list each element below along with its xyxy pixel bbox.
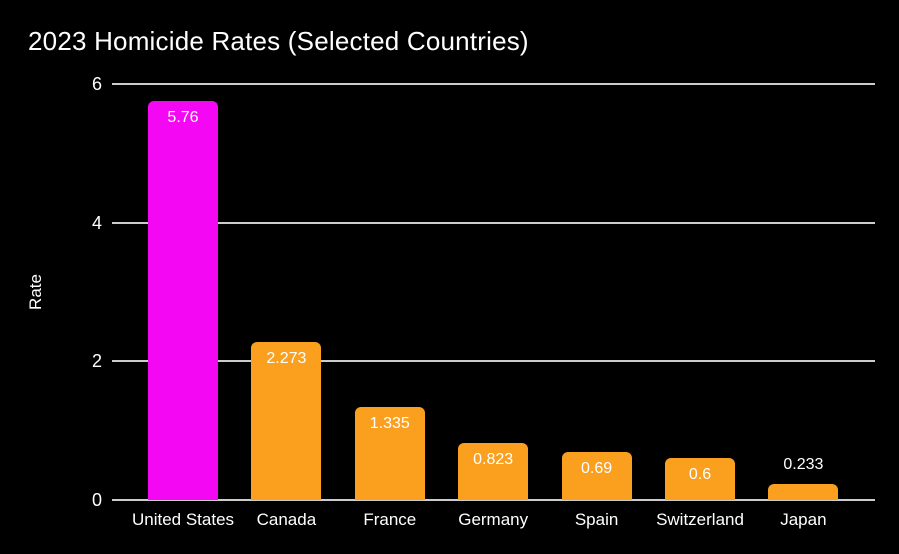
gridline-0 [112, 499, 875, 501]
bar-value-label-spain: 0.69 [581, 460, 613, 478]
bar-switzerland [665, 458, 735, 500]
bar-canada [251, 342, 322, 500]
y-tick-label-6: 6 [91, 74, 102, 94]
bar-value-label-germany: 0.823 [473, 450, 514, 468]
y-tick-label-0: 0 [91, 490, 102, 510]
y-tick-label-2: 2 [91, 351, 102, 372]
gridline-2 [112, 360, 875, 363]
bar-united-states [148, 100, 218, 500]
x-tick-label-japan: Japan [780, 510, 827, 529]
y-axis-label: Rate [26, 274, 45, 310]
bar-value-label-canada: 2.273 [266, 350, 307, 368]
gridline-6 [112, 83, 875, 85]
bar-spain [561, 452, 632, 500]
y-tick-label-4: 4 [91, 212, 102, 233]
bar-value-label-united-states: 5.76 [167, 108, 199, 126]
chart-title: 2023 Homicide Rates (Selected Countries) [28, 26, 529, 56]
bar-value-label-france: 1.335 [369, 415, 410, 433]
x-tick-label-canada: Canada [256, 510, 317, 529]
bar-germany [458, 442, 529, 500]
bar-value-label-switzerland: 0.6 [688, 466, 712, 484]
x-tick-label-france: France [363, 510, 417, 529]
plot-area: 0 2 4 6 5.76 2.273 1.335 0.823 0.69 0.6 0.233 Uni… [92, 74, 875, 529]
bar-japan [768, 483, 839, 500]
x-tick-label-switzerland: Switzerland [656, 510, 744, 529]
bar-france [354, 407, 425, 500]
x-tick-label-united-states: United States [131, 510, 235, 529]
bar-value-label-japan: 0.233 [783, 455, 824, 473]
x-tick-label-germany: Germany [458, 510, 529, 529]
x-tick-label-spain: Spain [574, 510, 619, 529]
gridline-4 [112, 221, 875, 224]
